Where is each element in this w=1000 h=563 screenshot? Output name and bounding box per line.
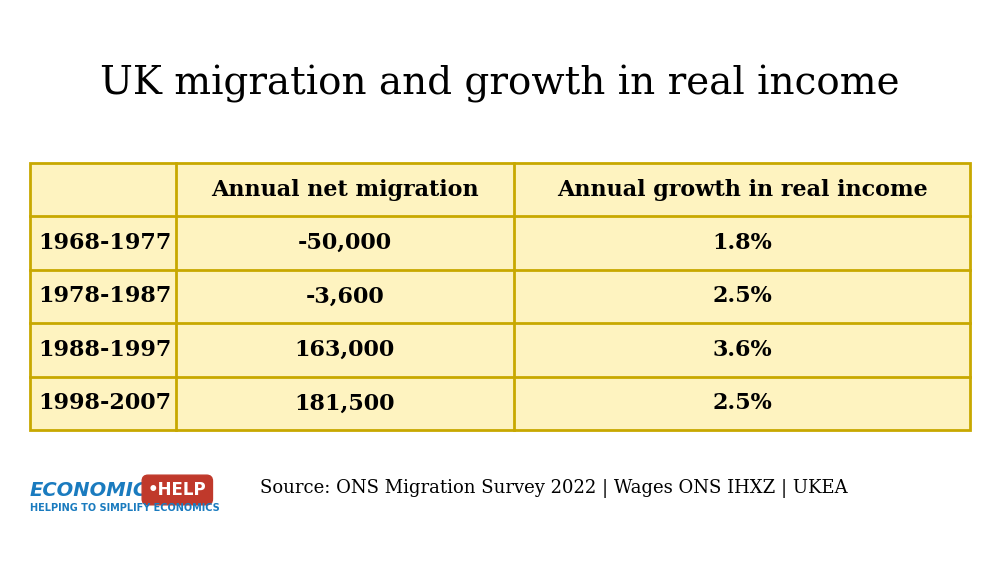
Text: 1968-1977: 1968-1977 xyxy=(38,232,171,254)
Text: •HELP: •HELP xyxy=(148,481,207,499)
Text: 1998-2007: 1998-2007 xyxy=(38,392,171,414)
Text: Source: ONS Migration Survey 2022 | Wages ONS IHXZ | UKEA: Source: ONS Migration Survey 2022 | Wage… xyxy=(260,479,848,498)
Text: 3.6%: 3.6% xyxy=(712,339,772,361)
Text: 2.5%: 2.5% xyxy=(712,392,772,414)
Bar xyxy=(30,163,970,430)
Text: 2.5%: 2.5% xyxy=(712,285,772,307)
Text: 1.8%: 1.8% xyxy=(712,232,772,254)
Text: UK migration and growth in real income: UK migration and growth in real income xyxy=(100,65,900,103)
Text: 1988-1997: 1988-1997 xyxy=(38,339,171,361)
Text: 1978-1987: 1978-1987 xyxy=(38,285,171,307)
Text: 181,500: 181,500 xyxy=(295,392,395,414)
Text: HELPING TO SIMPLIFY ECONOMICS: HELPING TO SIMPLIFY ECONOMICS xyxy=(30,503,220,513)
Text: Annual net migration: Annual net migration xyxy=(211,178,479,200)
Text: 163,000: 163,000 xyxy=(295,339,395,361)
Text: -3,600: -3,600 xyxy=(306,285,384,307)
Text: ECONOMICS: ECONOMICS xyxy=(30,480,161,499)
Text: Annual growth in real income: Annual growth in real income xyxy=(557,178,927,200)
Text: -50,000: -50,000 xyxy=(298,232,392,254)
